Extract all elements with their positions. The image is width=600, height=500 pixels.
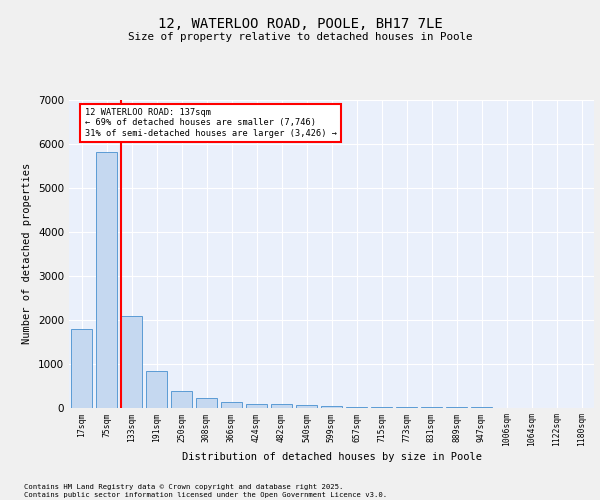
X-axis label: Distribution of detached houses by size in Poole: Distribution of detached houses by size … [182, 452, 482, 462]
Bar [171, 391, 192, 407]
Text: 12 WATERLOO ROAD: 137sqm
← 69% of detached houses are smaller (7,746)
31% of sem: 12 WATERLOO ROAD: 137sqm ← 69% of detach… [85, 108, 337, 138]
Bar [271, 404, 292, 407]
Bar [321, 406, 342, 407]
Bar [296, 405, 317, 407]
Bar [221, 402, 242, 407]
Bar [71, 330, 92, 407]
Text: 12, WATERLOO ROAD, POOLE, BH17 7LE: 12, WATERLOO ROAD, POOLE, BH17 7LE [158, 18, 442, 32]
Bar [196, 398, 217, 407]
Bar [246, 404, 267, 407]
Bar [96, 152, 117, 407]
Bar [146, 372, 167, 408]
Bar [121, 316, 142, 408]
Text: Size of property relative to detached houses in Poole: Size of property relative to detached ho… [128, 32, 472, 42]
Bar [346, 406, 367, 408]
Text: Contains HM Land Registry data © Crown copyright and database right 2025.
Contai: Contains HM Land Registry data © Crown c… [24, 484, 387, 498]
Y-axis label: Number of detached properties: Number of detached properties [22, 163, 32, 344]
